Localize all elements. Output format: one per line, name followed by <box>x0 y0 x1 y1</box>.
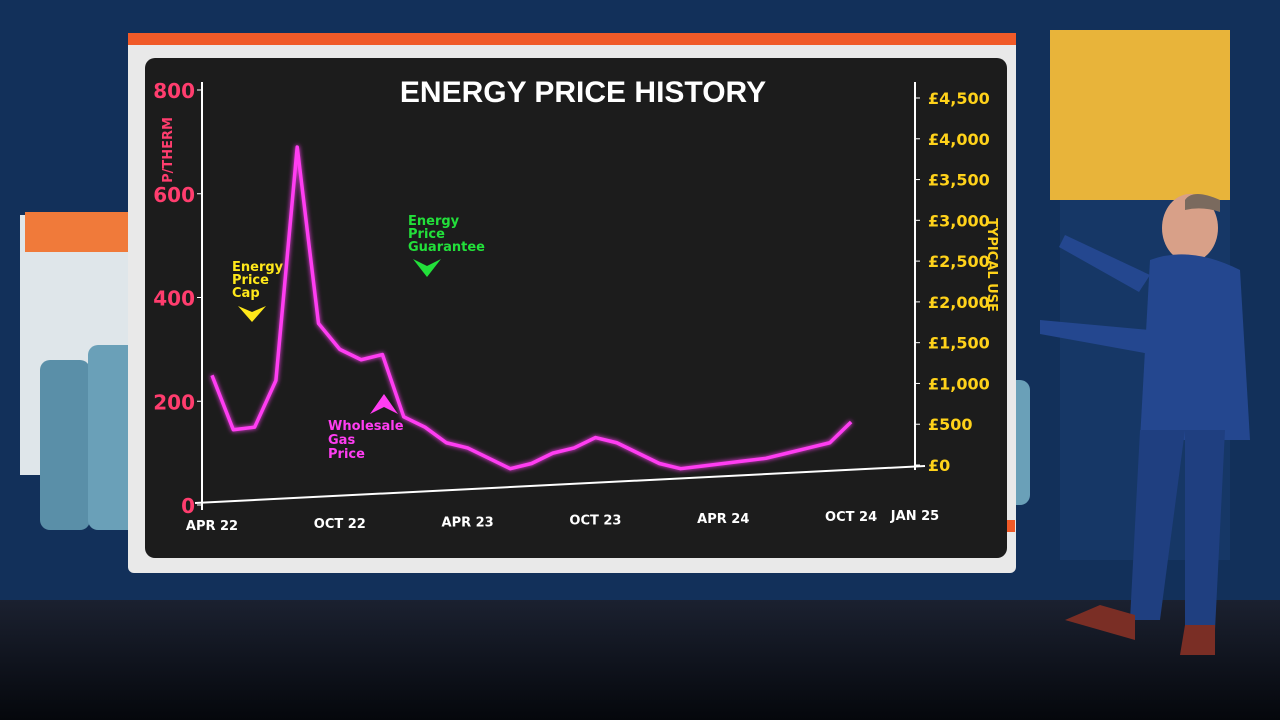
annotation-line: Wholesale <box>328 419 404 434</box>
y2-tick-label: £4,000 <box>928 130 990 149</box>
y2-tick-label: £1,500 <box>928 334 990 353</box>
x-tick-label: APR 23 <box>442 515 494 530</box>
y-axis-label: P/THERM <box>161 117 176 183</box>
backdrop-panel <box>1050 30 1230 200</box>
presenter <box>1040 194 1250 655</box>
y2-tick-label: £3,500 <box>928 171 990 190</box>
guarantee-annotation: Energy Price Guarantee <box>408 214 485 277</box>
screen-frame-top <box>128 33 1016 45</box>
y2-tick-label: £2,500 <box>928 252 990 271</box>
annotation-line: Price <box>408 227 445 242</box>
x-tick-label: OCT 24 <box>825 510 877 525</box>
y2-axis-label: TYPICAL USE <box>984 218 999 312</box>
x-tick-label: OCT 22 <box>314 517 366 532</box>
annotation-line: Energy <box>408 214 460 229</box>
y-tick-label: 600 <box>153 183 195 207</box>
x-tick-label: JAN 25 <box>890 509 939 524</box>
x-tick-label: APR 22 <box>186 519 238 534</box>
x-tick-label: APR 24 <box>697 512 749 527</box>
annotation-line: Energy <box>232 260 284 275</box>
x-tick-label: OCT 23 <box>569 514 621 529</box>
y-tick-label: 200 <box>153 390 195 414</box>
annotation-line: Price <box>232 273 269 288</box>
y2-tick-label: £500 <box>928 415 973 434</box>
y2-tick-label: £0 <box>928 456 950 475</box>
y2-tick-label: £3,000 <box>928 211 990 230</box>
annotation-line: Price <box>328 447 365 462</box>
y2-tick-label: £2,000 <box>928 293 990 312</box>
annotation-line: Gas <box>328 433 355 448</box>
cap-annotation: Energy Price Cap <box>232 260 284 322</box>
annotation-line: Guarantee <box>408 240 485 255</box>
gas-annotation: Wholesale Gas Price <box>328 394 404 462</box>
annotation-arrow <box>413 259 441 277</box>
x-axis <box>194 465 926 504</box>
y-tick-label: 0 <box>181 494 195 518</box>
series-line <box>210 145 853 471</box>
y-tick-label: 400 <box>153 287 195 311</box>
tower-band <box>25 212 140 252</box>
chart-panel <box>145 58 1007 558</box>
y2-tick-label: £4,500 <box>928 89 990 108</box>
annotation-line: Cap <box>232 286 260 301</box>
y-tick-label: 800 <box>153 79 195 103</box>
chart-title: ENERGY PRICE HISTORY <box>400 76 766 109</box>
tank <box>40 360 90 530</box>
annotation-arrow <box>238 306 266 322</box>
plot: 0 200 400 600 800 £0 £500 £1,000 £1,500 £2,000 £2,… <box>153 79 990 534</box>
y2-tick-label: £1,000 <box>928 374 990 393</box>
annotation-arrow <box>370 394 398 414</box>
